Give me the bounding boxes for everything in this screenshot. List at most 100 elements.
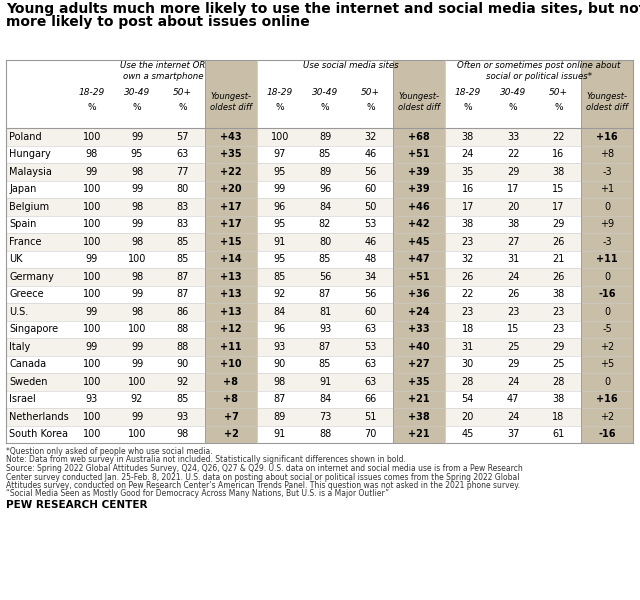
Text: 89: 89 [319, 132, 331, 142]
Text: 50: 50 [364, 202, 376, 212]
Text: 100: 100 [128, 429, 146, 439]
Text: 15: 15 [507, 324, 519, 334]
Text: 66: 66 [364, 394, 376, 404]
Bar [445, 163, 581, 181]
Bar [257, 286, 393, 303]
Text: 100: 100 [83, 377, 101, 387]
Text: 61: 61 [552, 429, 564, 439]
Text: 29: 29 [552, 342, 564, 352]
Bar [445, 303, 581, 320]
Bar [445, 145, 581, 163]
Text: Often or sometimes post online about
social or political issues*: Often or sometimes post online about soc… [458, 61, 621, 81]
Text: 17: 17 [552, 202, 564, 212]
Text: 0: 0 [604, 202, 610, 212]
Text: 18: 18 [461, 324, 474, 334]
Bar [445, 181, 581, 198]
Text: 38: 38 [552, 289, 564, 299]
Bar [6, 181, 69, 198]
Text: 95: 95 [131, 149, 143, 159]
Text: 32: 32 [364, 132, 376, 142]
Text: 46: 46 [364, 237, 376, 247]
Text: 56: 56 [364, 289, 376, 299]
Text: 24: 24 [461, 149, 474, 159]
Text: 100: 100 [83, 219, 101, 229]
Text: 0: 0 [604, 377, 610, 387]
Text: 0: 0 [604, 307, 610, 317]
Text: 33: 33 [507, 132, 519, 142]
Text: 50+: 50+ [173, 88, 192, 97]
Text: Use the internet OR
own a smartphone: Use the internet OR own a smartphone [120, 61, 205, 81]
Text: 95: 95 [273, 254, 286, 264]
Text: +46: +46 [408, 202, 430, 212]
Text: +45: +45 [408, 237, 430, 247]
Text: 22: 22 [552, 132, 564, 142]
Text: 47: 47 [507, 394, 519, 404]
Text: +10: +10 [220, 359, 242, 369]
Text: Italy: Italy [9, 342, 30, 352]
Text: +17: +17 [220, 219, 242, 229]
Text: 100: 100 [83, 289, 101, 299]
Text: 85: 85 [319, 149, 331, 159]
Bar [69, 181, 205, 198]
Text: +42: +42 [408, 219, 430, 229]
Text: Singapore: Singapore [9, 324, 58, 334]
Text: 22: 22 [507, 149, 519, 159]
Text: +5: +5 [600, 359, 614, 369]
Bar [69, 303, 205, 320]
Text: 63: 63 [364, 324, 376, 334]
Bar [445, 215, 581, 233]
Text: +51: +51 [408, 149, 430, 159]
Bar [581, 60, 633, 443]
Text: 48: 48 [364, 254, 376, 264]
Text: 24: 24 [507, 377, 519, 387]
Text: 16: 16 [461, 184, 474, 194]
Bar [445, 373, 581, 391]
Text: -3: -3 [602, 167, 612, 177]
Bar [6, 303, 69, 320]
Bar [6, 408, 69, 425]
Bar [257, 198, 393, 215]
Text: 63: 63 [364, 377, 376, 387]
Text: 91: 91 [273, 429, 286, 439]
Bar [445, 355, 581, 373]
Text: 46: 46 [364, 149, 376, 159]
Text: 100: 100 [128, 377, 146, 387]
Text: 15: 15 [552, 184, 564, 194]
Text: 57: 57 [176, 132, 189, 142]
Bar [257, 233, 393, 251]
Bar [257, 355, 393, 373]
Text: 29: 29 [507, 359, 519, 369]
Text: 100: 100 [83, 202, 101, 212]
Text: +2: +2 [600, 412, 614, 422]
Bar [257, 303, 393, 320]
Bar [257, 391, 393, 408]
Text: 0: 0 [604, 272, 610, 282]
Text: 88: 88 [176, 324, 188, 334]
Bar [6, 268, 69, 286]
Bar [69, 408, 205, 425]
Bar [6, 286, 69, 303]
Text: Poland: Poland [9, 132, 42, 142]
Text: 80: 80 [319, 237, 331, 247]
Text: +12: +12 [220, 324, 242, 334]
Text: 89: 89 [273, 412, 286, 422]
Bar [445, 320, 581, 338]
Text: 38: 38 [461, 132, 474, 142]
Text: 84: 84 [273, 307, 286, 317]
Text: +24: +24 [408, 307, 430, 317]
Bar [445, 338, 581, 355]
Text: 96: 96 [273, 202, 286, 212]
Text: 70: 70 [364, 429, 376, 439]
Text: Center survey conducted Jan. 25-Feb. 8, 2021. U.S. data on posting about social : Center survey conducted Jan. 25-Feb. 8, … [6, 473, 520, 481]
Text: 98: 98 [131, 272, 143, 282]
Text: -5: -5 [602, 324, 612, 334]
Text: +16: +16 [596, 394, 618, 404]
Bar [257, 163, 393, 181]
Text: Malaysia: Malaysia [9, 167, 52, 177]
Text: +11: +11 [220, 342, 242, 352]
Text: 25: 25 [507, 342, 519, 352]
Bar [69, 128, 205, 145]
Text: 86: 86 [176, 307, 188, 317]
Text: 28: 28 [552, 377, 564, 387]
Text: -3: -3 [602, 237, 612, 247]
